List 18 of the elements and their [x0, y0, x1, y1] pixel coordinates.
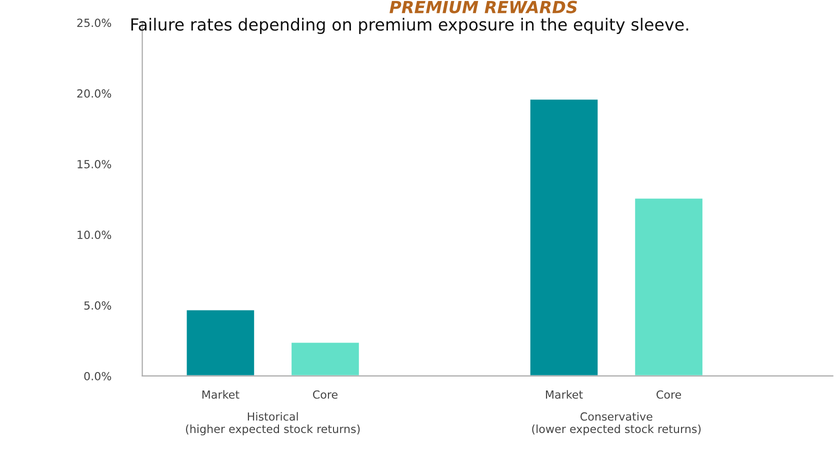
y-tick-label: 20.0% [77, 89, 112, 98]
x-tick-label: Historical (higher expected stock returns) [186, 412, 360, 436]
series-label: Core [312, 390, 338, 399]
y-tick-label: 25.0% [77, 18, 112, 28]
bar [185, 308, 256, 376]
y-tick-label: 15.0% [78, 160, 112, 168]
y-tick-label: 0.0% [84, 372, 112, 380]
chart-title: PREMIUM REWARDS [390, 0, 577, 14]
series-label: Market [202, 390, 240, 399]
x-tick-label: Conservative (lower expected stock returns) [532, 412, 701, 436]
y-tick-label: 10.0% [78, 230, 112, 240]
text: Core [656, 390, 682, 399]
chart-subtitle: Failure rates depending on premium exposure in the equity sleeve. [131, 18, 688, 34]
bar [528, 98, 600, 376]
text: Market [546, 390, 583, 399]
bar [634, 197, 704, 376]
bar [290, 341, 360, 376]
y-tick-label: 5.0% [84, 301, 112, 310]
